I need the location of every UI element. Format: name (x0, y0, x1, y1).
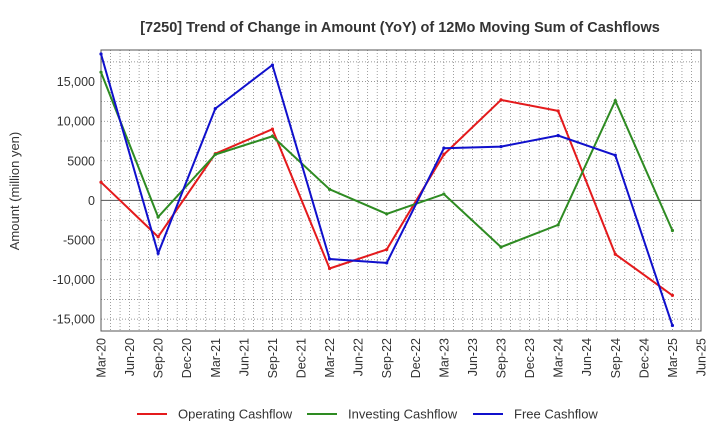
y-tick-label: 10,000 (57, 115, 95, 129)
data-point-operating-cashflow (99, 180, 103, 184)
x-tick-label: Sep-21 (266, 338, 280, 378)
data-point-investing-cashflow (499, 245, 503, 249)
data-point-operating-cashflow (556, 109, 560, 113)
x-tick-label: Jun-23 (466, 338, 480, 376)
x-tick-label: Jun-20 (123, 338, 137, 376)
data-point-investing-cashflow (613, 99, 617, 103)
plot-background (101, 50, 701, 331)
data-point-operating-cashflow (670, 293, 675, 297)
data-point-investing-cashflow (442, 192, 446, 196)
data-point-investing-cashflow (327, 187, 332, 191)
x-tick-label: Jun-25 (695, 338, 709, 376)
y-tick-label: 0 (88, 194, 95, 208)
y-tick-label: -15,000 (53, 313, 95, 327)
x-tick-label: Jun-24 (580, 338, 594, 376)
x-tick-label: Mar-20 (95, 338, 109, 378)
x-tick-label: Mar-24 (552, 338, 566, 378)
data-point-operating-cashflow (270, 127, 275, 131)
plot-frame (100, 49, 702, 332)
data-point-free-cashflow (99, 52, 103, 56)
x-tick-label: Sep-24 (609, 338, 623, 378)
data-point-free-cashflow (556, 133, 560, 138)
y-axis-ticks: 15,000 10,000 5000 0 -5000 -10,000 -15,000 (53, 75, 95, 326)
data-point-investing-cashflow (99, 70, 103, 74)
legend-label-investing-cashflow: Investing Cashflow (348, 407, 458, 422)
x-tick-label: Jun-21 (237, 338, 251, 376)
y-tick-label: -5000 (63, 233, 95, 247)
y-axis-label: Amount (million yen) (7, 132, 22, 251)
data-point-investing-cashflow (556, 223, 560, 227)
x-tick-label: Dec-24 (637, 338, 651, 378)
x-tick-label: Sep-20 (152, 338, 166, 378)
data-point-operating-cashflow (385, 247, 389, 252)
data-point-free-cashflow (213, 106, 217, 111)
x-tick-label: Jun-22 (352, 338, 366, 376)
series-lines (99, 52, 675, 328)
data-point-free-cashflow (156, 251, 160, 256)
data-point-free-cashflow (670, 323, 675, 328)
data-point-investing-cashflow (156, 215, 160, 219)
x-tick-label: Dec-20 (180, 338, 194, 378)
plot-area (101, 50, 701, 331)
data-point-investing-cashflow (213, 152, 217, 157)
x-tick-label: Mar-21 (209, 338, 223, 378)
x-tick-label: Dec-21 (295, 338, 309, 378)
data-point-free-cashflow (613, 153, 617, 157)
data-point-free-cashflow (442, 146, 446, 150)
data-point-free-cashflow (499, 144, 503, 149)
data-point-investing-cashflow (270, 134, 275, 138)
data-point-operating-cashflow (156, 235, 160, 239)
legend-label-operating-cashflow: Operating Cashflow (178, 407, 293, 422)
data-point-operating-cashflow (327, 266, 332, 271)
x-tick-label: Dec-23 (523, 338, 537, 378)
data-point-free-cashflow (385, 261, 389, 265)
x-tick-label: Sep-22 (380, 338, 394, 378)
y-tick-label: 5000 (67, 154, 95, 168)
data-point-investing-cashflow (670, 228, 675, 233)
legend-label-free-cashflow: Free Cashflow (514, 407, 598, 422)
chart-title: [7250] Trend of Change in Amount (YoY) o… (140, 20, 660, 36)
y-tick-label: -10,000 (53, 273, 95, 287)
data-point-operating-cashflow (499, 98, 503, 102)
data-point-investing-cashflow (385, 212, 389, 216)
x-tick-label: Dec-22 (409, 338, 423, 378)
data-point-operating-cashflow (442, 152, 446, 157)
x-tick-label: Mar-25 (666, 338, 680, 378)
data-point-free-cashflow (327, 257, 332, 261)
x-tick-label: Mar-23 (437, 338, 451, 378)
y-tick-label: 15,000 (57, 75, 95, 89)
x-tick-label: Mar-22 (323, 338, 337, 378)
data-point-operating-cashflow (613, 252, 617, 256)
data-point-free-cashflow (270, 63, 275, 67)
x-tick-label: Sep-23 (495, 338, 509, 378)
x-axis-ticks: Mar-20 Jun-20 Sep-20 Dec-20 Mar-21 Jun-21 Sep-… (95, 338, 709, 378)
grid (100, 49, 702, 332)
legend: Operating Cashflow Investing Cashflow Free… (137, 407, 598, 422)
